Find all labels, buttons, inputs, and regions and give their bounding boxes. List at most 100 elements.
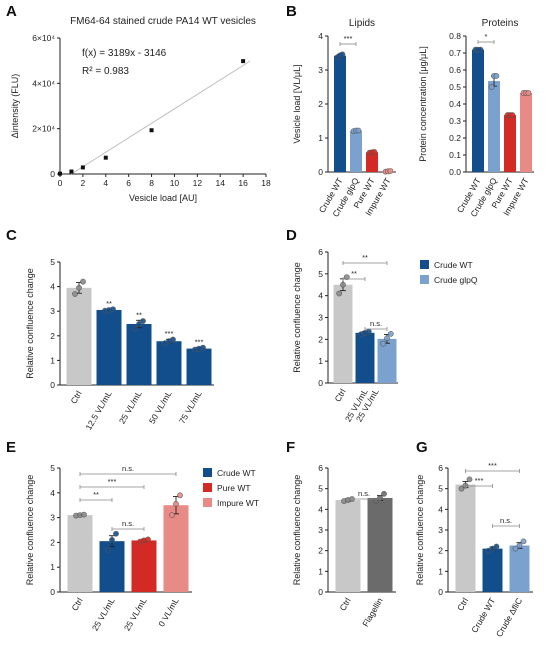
bar — [186, 348, 212, 385]
bar — [96, 309, 122, 385]
bar — [367, 497, 393, 592]
chart-title: Lipids — [349, 18, 375, 29]
bar — [156, 341, 182, 385]
legend-label: Crude glpQ — [434, 275, 478, 285]
data-point — [149, 128, 154, 133]
y-tick-label: 0.1 — [449, 150, 461, 160]
legend-label: Crude WT — [217, 468, 256, 478]
data-point — [105, 546, 111, 553]
y-axis-label: Protein concentration [μg/μL] — [418, 46, 428, 161]
x-tick-label: 25 VL/mL — [90, 596, 117, 633]
y-axis-label: Relative confluence change — [415, 475, 425, 586]
x-tick-label: 0 — [58, 178, 63, 188]
significance-label: n.s. — [358, 489, 370, 498]
y-tick-label: 4 — [50, 488, 55, 498]
x-tick-label: 2 — [81, 178, 86, 188]
bar — [131, 540, 157, 592]
data-point — [387, 330, 394, 337]
bar — [520, 92, 532, 172]
x-tick-label: 14 — [215, 178, 225, 188]
data-point — [80, 165, 85, 170]
data-point — [145, 536, 151, 543]
y-tick-label: 0.0 — [449, 167, 461, 177]
chart-title: Proteins — [482, 18, 519, 29]
data-point — [516, 542, 523, 549]
panel-a: 0 2 4 6 8 10 12 14 16 18 0 2×10⁴ 4×10⁴ 6×10⁴ FM64-64 s… — [10, 16, 271, 203]
significance-stars: ** — [136, 310, 142, 319]
significance-label: ** — [362, 253, 368, 262]
chart-title: FM64-64 stained crude PA14 WT vesicles — [70, 16, 256, 27]
data-point — [458, 485, 465, 492]
bar — [334, 55, 346, 172]
data-point — [80, 278, 86, 285]
panel-f-6: 0 1 2 3 4 5 6 Ctrl Flagellin n.s. Relative conflue… — [292, 463, 396, 628]
panel-c-3: 0 1 2 3 4 5 Ctrl 12.5 VL/mL ** 25 VL/mL ** 50 VL/mL… — [25, 257, 214, 432]
y-tick-label: 1 — [318, 566, 323, 576]
y-tick-label: 6 — [318, 247, 323, 257]
y-tick-label: 0 — [50, 169, 55, 179]
x-tick-label: 0 VL/mL — [156, 596, 181, 629]
data-point — [380, 340, 387, 347]
data-point — [371, 149, 378, 155]
data-point — [72, 291, 78, 297]
y-tick-label: 4 — [318, 504, 323, 514]
y-tick-label: 4 — [438, 504, 443, 514]
bar — [504, 115, 516, 172]
y-tick-label: 6×10⁴ — [32, 33, 55, 43]
y-tick-label: 0.3 — [449, 116, 461, 126]
significance-label: n.s. — [500, 516, 512, 525]
y-tick-label: 6 — [318, 463, 323, 473]
bar — [350, 130, 362, 172]
y-tick-label: 2×10⁴ — [32, 124, 55, 134]
y-tick-label: 0 — [318, 587, 323, 597]
r-squared: R² = 0.983 — [82, 66, 129, 77]
legend-label: Impure WT — [217, 498, 259, 508]
data-point — [525, 90, 532, 96]
y-tick-label: 2 — [438, 546, 443, 556]
data-point — [173, 501, 179, 507]
panel-label-f: F — [286, 439, 295, 456]
panel-label-g: G — [416, 439, 428, 456]
y-tick-label: 3 — [318, 313, 323, 323]
data-point — [110, 306, 116, 313]
x-tick-label: 25 VL/mL — [117, 389, 144, 426]
data-point — [81, 511, 87, 518]
y-tick-label: 1 — [318, 133, 323, 143]
x-tick-label: Ctrl — [337, 596, 352, 613]
x-tick-label: Ctrl — [68, 389, 83, 406]
data-point — [339, 51, 346, 58]
data-point — [69, 169, 74, 174]
data-point — [343, 274, 350, 281]
legend-swatch — [203, 498, 212, 507]
y-tick-label: 0 — [50, 587, 55, 597]
significance-stars: *** — [165, 329, 174, 338]
x-tick-label: 18 — [261, 178, 271, 188]
y-tick-label: 3 — [318, 65, 323, 75]
y-tick-label: 0.5 — [449, 82, 461, 92]
significance-label: *** — [108, 477, 117, 486]
y-tick-label: 2 — [50, 331, 55, 341]
data-point — [336, 290, 343, 297]
x-tick-label: 6 — [126, 178, 131, 188]
significance-label: ** — [93, 490, 99, 499]
legend-swatch — [203, 468, 212, 477]
y-tick-label: 6 — [438, 463, 443, 473]
bar — [355, 332, 375, 383]
data-point — [76, 284, 82, 291]
significance-stars: ** — [106, 299, 112, 308]
bar — [333, 284, 353, 383]
y-tick-label: 4 — [50, 282, 55, 292]
y-tick-label: 2 — [318, 99, 323, 109]
y-tick-label: 0 — [318, 378, 323, 388]
data-point — [509, 112, 516, 118]
bar — [377, 338, 397, 383]
legend-swatch — [203, 483, 212, 492]
x-tick-label: 10 — [170, 178, 180, 188]
y-tick-label: 5 — [318, 484, 323, 494]
significance-label: n.s. — [370, 319, 382, 328]
